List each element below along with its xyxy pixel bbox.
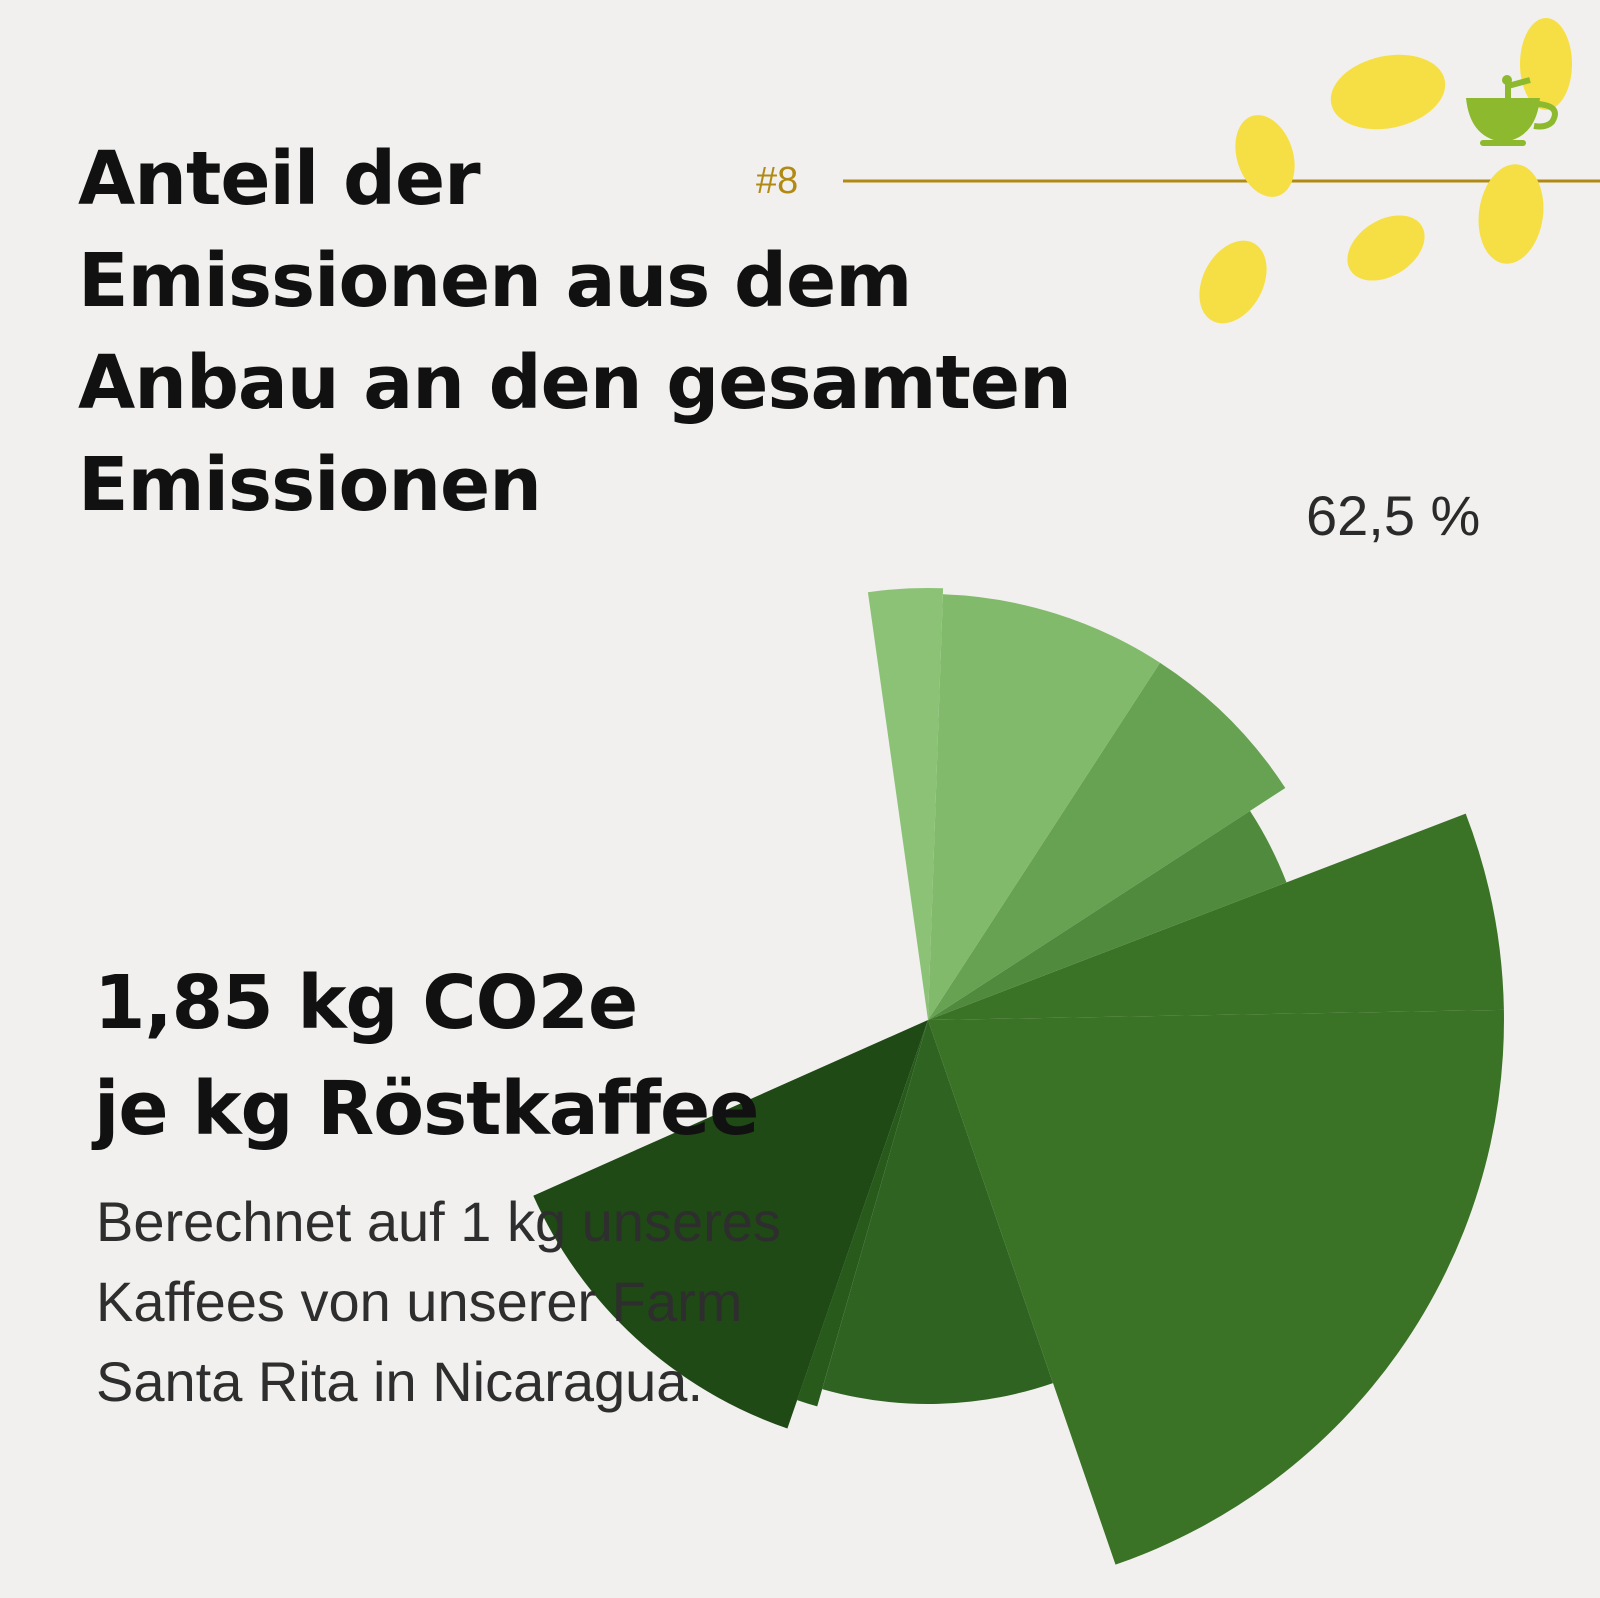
pie-slices: [533, 588, 1504, 1565]
coffee-bean-icon: [1347, 215, 1425, 281]
coffee-bean-icon: [1199, 240, 1267, 324]
description-line: Santa Rita in Nicaragua.: [96, 1350, 704, 1413]
emissions-headline: 1,85 kg CO2e je kg Röstkaffee: [94, 950, 759, 1162]
pie-slice-4: [928, 594, 1160, 1020]
pie-slice-3: [928, 662, 1286, 1020]
title-line: Anbau an den gesamten: [78, 340, 1072, 426]
title-line: Anteil der: [78, 136, 481, 222]
description-line: Berechnet auf 1 kg unseres: [96, 1190, 781, 1253]
decoration: [843, 18, 1600, 324]
headline-line: 1,85 kg CO2e: [94, 960, 638, 1046]
title-line: Emissionen aus dem: [78, 238, 912, 324]
description: Berechnet auf 1 kg unseres Kaffees von u…: [96, 1182, 781, 1422]
description-line: Kaffees von unserer Farm: [96, 1270, 743, 1333]
pie-slice-7: [797, 1020, 928, 1407]
title-line: Emissionen: [78, 442, 542, 528]
pie-slice-1: [928, 813, 1504, 1020]
headline-line: je kg Röstkaffee: [94, 1066, 759, 1152]
pie-slice-9: [928, 1009, 1504, 1565]
coffee-cup-icon: [1466, 75, 1558, 146]
coffee-bean-icon: [1235, 115, 1295, 197]
issue-number: #8: [756, 160, 799, 202]
page-title: Anteil der Emissionen aus dem Anbau an d…: [78, 128, 1178, 536]
coffee-bean-icon: [1520, 18, 1572, 110]
pie-slice-8: [822, 1020, 1053, 1404]
coffee-bean-icon: [1478, 164, 1544, 264]
coffee-bean-icon: [1330, 54, 1446, 130]
highlight-percentage-label: 62,5 %: [1306, 484, 1481, 547]
pie-slice-5: [867, 588, 944, 1020]
pie-slice-6: [533, 1020, 928, 1429]
pie-slice-2: [928, 810, 1287, 1020]
